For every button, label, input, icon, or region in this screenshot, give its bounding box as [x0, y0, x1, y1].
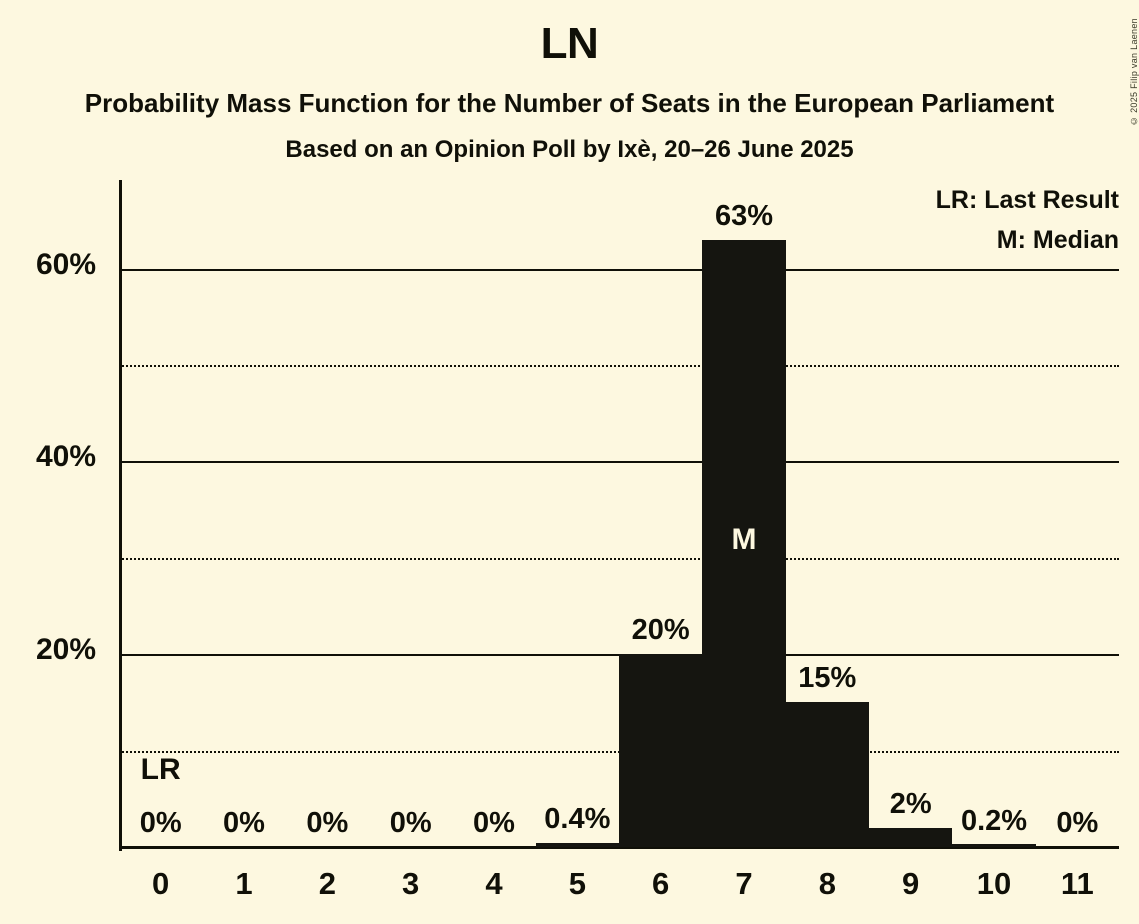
- bar-value-label-6: 20%: [631, 614, 690, 647]
- x-tick-label-11: 11: [1060, 866, 1094, 901]
- bar-value-label-0: 0%: [139, 807, 182, 839]
- chart-subtitle: Probability Mass Function for the Number…: [84, 88, 1055, 118]
- x-tick-label-5: 5: [568, 866, 586, 901]
- bar-value-label-11: 0%: [1056, 807, 1099, 839]
- bar-seats-7: [702, 239, 786, 847]
- median-marker: M: [731, 523, 757, 557]
- bar-value-label-3: 0%: [389, 807, 432, 839]
- bar-value-label-2: 0%: [306, 807, 349, 839]
- x-tick-label-0: 0: [152, 866, 170, 901]
- gridline-minor-50: [119, 365, 1119, 368]
- x-tick-label-9: 9: [902, 866, 920, 901]
- y-axis-line: [119, 180, 122, 851]
- bar-seats-9: [869, 827, 953, 847]
- bar-value-label-7: 63%: [714, 199, 774, 232]
- y-tick-label-60: 60%: [35, 247, 96, 281]
- x-tick-label-4: 4: [485, 866, 503, 901]
- bar-value-label-4: 0%: [473, 807, 515, 839]
- gridline-minor-30: [119, 557, 1119, 560]
- x-tick-label-10: 10: [976, 866, 1012, 901]
- bar-seats-8: [785, 702, 869, 847]
- bar-value-label-10: 0.2%: [960, 805, 1028, 838]
- copyright-notice: © 2025 Filip van Laenen: [1129, 18, 1139, 126]
- y-tick-label-20: 20%: [35, 633, 96, 667]
- legend-median: M: Median: [996, 226, 1119, 254]
- x-tick-label-7: 7: [735, 866, 753, 901]
- last-result-marker: LR: [140, 752, 181, 786]
- x-axis-line: [119, 846, 1119, 849]
- x-tick-label-8: 8: [818, 866, 836, 901]
- x-tick-label-6: 6: [652, 866, 670, 901]
- chart-source-subtitle: Based on an Opinion Poll by Ixè, 20–26 J…: [285, 136, 854, 163]
- bar-value-label-5: 0.4%: [544, 803, 611, 836]
- bar-seats-10: [952, 844, 1036, 847]
- x-tick-label-2: 2: [318, 866, 336, 901]
- bar-value-label-8: 15%: [798, 662, 857, 695]
- bar-value-label-9: 2%: [889, 787, 932, 820]
- bar-seats-6: [619, 654, 703, 847]
- legend-last-result: LR: Last Result: [935, 186, 1119, 214]
- y-tick-label-40: 40%: [35, 440, 96, 474]
- gridline-major-40: [119, 461, 1119, 464]
- bar-value-label-1: 0%: [223, 807, 265, 839]
- plot-area: [119, 180, 1119, 848]
- x-tick-label-3: 3: [402, 866, 420, 901]
- x-tick-label-1: 1: [235, 866, 253, 901]
- page-title: LN: [540, 19, 599, 68]
- bar-seats-5: [535, 843, 619, 847]
- gridline-major-60: [119, 268, 1119, 271]
